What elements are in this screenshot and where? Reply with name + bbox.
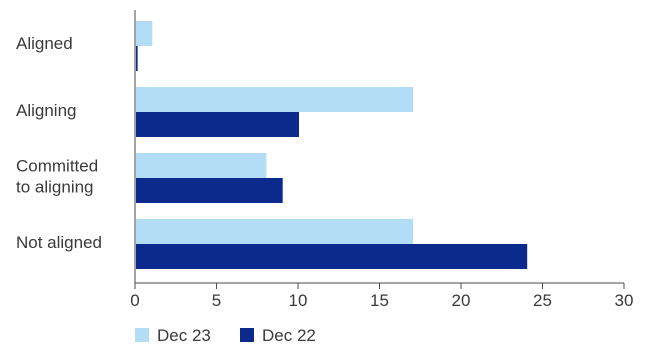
x-ticks: 0 5 10 15 20 25 30 bbox=[130, 283, 633, 310]
legend-swatch-dec-22 bbox=[240, 328, 254, 342]
x-tick-label: 5 bbox=[212, 291, 221, 310]
bar-dec-23-aligning bbox=[136, 87, 414, 112]
x-tick-label: 30 bbox=[615, 291, 634, 310]
legend-label: Dec 23 bbox=[157, 326, 211, 345]
bar-dec-23-committed-to-aligning bbox=[136, 153, 267, 178]
legend-label: Dec 22 bbox=[262, 326, 316, 345]
bar-dec-23-not-aligned bbox=[136, 219, 414, 244]
category-label: Not aligned bbox=[16, 233, 102, 252]
legend-swatch-dec-23 bbox=[135, 328, 149, 342]
bar-dec-22-aligning bbox=[136, 112, 299, 137]
bar-dec-22-aligned bbox=[136, 46, 138, 71]
x-tick-label: 0 bbox=[130, 291, 139, 310]
category-label: to aligning bbox=[16, 178, 94, 197]
x-tick-label: 15 bbox=[370, 291, 389, 310]
bar-dec-22-committed-to-aligning bbox=[136, 178, 283, 203]
x-tick-label: 10 bbox=[289, 291, 308, 310]
category-label: Aligning bbox=[16, 101, 77, 120]
bar-dec-23-aligned bbox=[136, 21, 153, 46]
category-label: Committed bbox=[16, 157, 98, 176]
x-tick-label: 20 bbox=[452, 291, 471, 310]
bar-dec-22-not-aligned bbox=[136, 244, 528, 269]
legend: Dec 23 Dec 22 bbox=[135, 326, 316, 345]
bars-layer bbox=[136, 21, 528, 269]
category-label: Aligned bbox=[16, 34, 73, 53]
category-labels: Aligned Aligning Committed to aligning Not a… bbox=[16, 34, 102, 252]
x-tick-label: 25 bbox=[533, 291, 552, 310]
